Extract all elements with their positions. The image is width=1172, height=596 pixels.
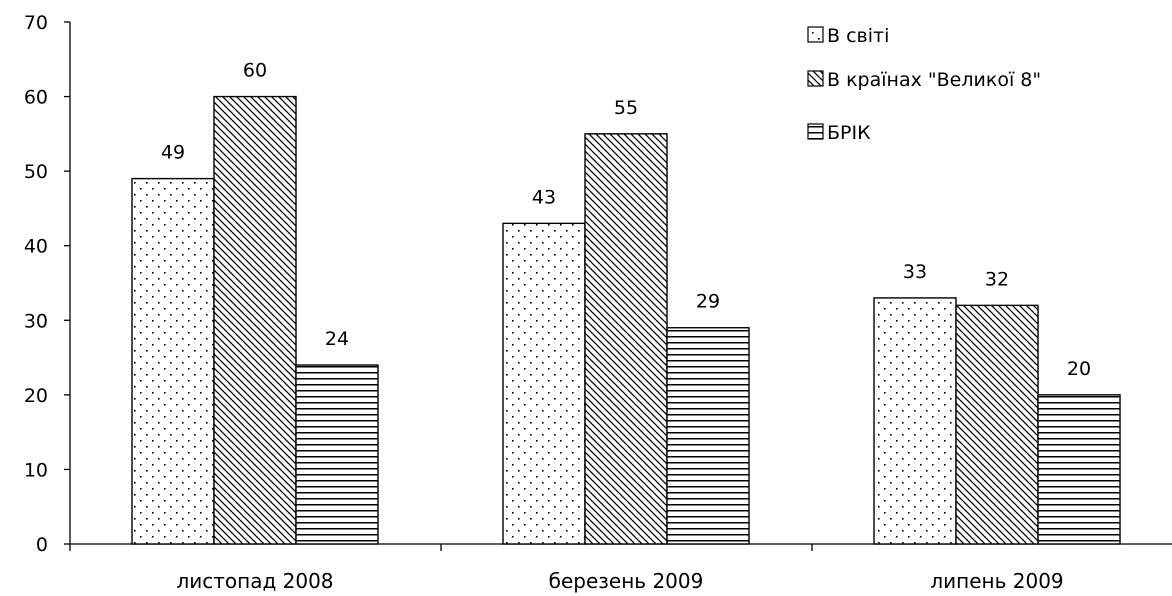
- legend-swatch: [808, 27, 823, 42]
- legend-swatch: [808, 71, 823, 86]
- bar: [1038, 395, 1120, 544]
- category-label: липень 2009: [930, 569, 1063, 593]
- y-tick-label: 0: [36, 534, 48, 556]
- y-tick-label: 30: [24, 310, 48, 332]
- data-label: 33: [903, 261, 927, 283]
- y-tick-label: 10: [24, 459, 48, 481]
- legend-swatch: [808, 124, 823, 139]
- y-tick-label: 20: [24, 385, 48, 407]
- y-tick-label: 60: [24, 87, 48, 109]
- bar: [132, 179, 214, 544]
- bar: [874, 298, 956, 544]
- data-label: 29: [696, 291, 720, 313]
- data-label: 43: [532, 186, 556, 208]
- bar: [296, 365, 378, 544]
- category-labels: листопад 2008 березень 2009 липень 2009: [176, 569, 1063, 593]
- legend-label: БРІК: [827, 122, 871, 144]
- y-tick-label: 50: [24, 161, 48, 183]
- y-ticks: 0 10 20 30 40 50 60 70: [24, 12, 70, 556]
- data-label: 24: [325, 328, 349, 350]
- data-label: 20: [1067, 358, 1091, 380]
- bar: [585, 134, 667, 544]
- bar: [956, 305, 1038, 544]
- bar: [503, 223, 585, 544]
- x-ticks: [70, 544, 812, 551]
- legend-label: В світі: [827, 25, 889, 47]
- data-label: 55: [614, 97, 638, 119]
- data-label: 32: [985, 268, 1009, 290]
- category-label: березень 2009: [549, 569, 704, 593]
- y-tick-label: 40: [24, 236, 48, 258]
- category-label: листопад 2008: [176, 569, 333, 593]
- bars: [132, 97, 1120, 544]
- data-label: 60: [243, 60, 267, 82]
- legend-label: В країнах "Великої 8": [827, 69, 1041, 91]
- y-tick-label: 70: [24, 12, 48, 34]
- data-label: 49: [161, 142, 185, 164]
- bar: [667, 328, 749, 544]
- bar: [214, 97, 296, 544]
- legend: В світі В країнах "Великої 8" БРІК: [808, 25, 1041, 144]
